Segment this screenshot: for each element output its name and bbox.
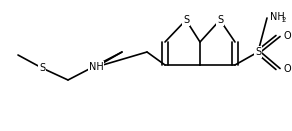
Text: S: S (183, 15, 189, 25)
Text: S: S (255, 47, 261, 57)
Text: NH: NH (89, 62, 103, 72)
Text: S: S (217, 15, 223, 25)
Text: O: O (283, 31, 291, 41)
Text: S: S (39, 63, 45, 73)
Text: 2: 2 (282, 17, 286, 23)
Text: NH: NH (270, 12, 285, 22)
Text: O: O (283, 64, 291, 74)
